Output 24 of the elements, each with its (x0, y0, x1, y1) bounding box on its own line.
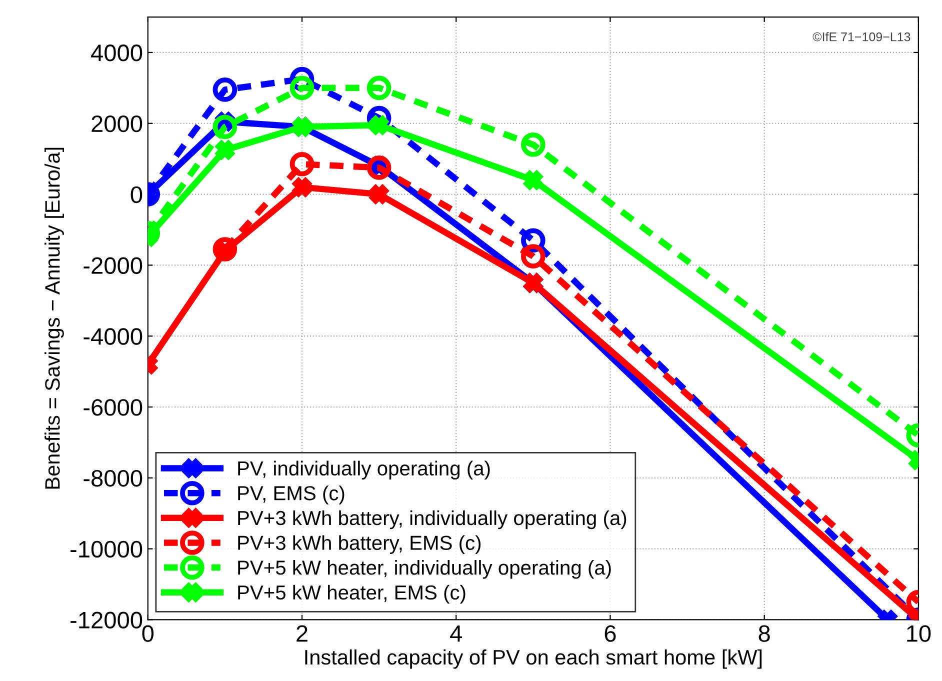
legend-label: PV+5 kW heater, individually operating (a) (238, 560, 611, 579)
y-tick-label: -8000 (84, 470, 142, 487)
y-tick-label: 2000 (92, 115, 142, 132)
legend-label: PV+5 kW heater, EMS (c) (238, 584, 466, 604)
legend-label: PV+3 kWh battery, individually operating (a) (238, 510, 626, 530)
x-axis-title: Installed capacity of PV on each smart home [kW] (305, 649, 762, 669)
x-tick-label: 8 (758, 625, 770, 642)
y-tick-label: -10000 (70, 540, 142, 558)
x-tick-label: 2 (296, 625, 308, 642)
y-axis-title: Benefits = Savings − Annuity [Euro/a] (44, 148, 64, 489)
y-tick-label: -2000 (84, 257, 142, 274)
annotation: ©IfE 71−109−L13 (812, 32, 910, 42)
legend-label: PV, EMS (c) (238, 486, 344, 504)
y-tick-label: -4000 (84, 328, 142, 345)
x-tick-label: 4 (450, 625, 462, 642)
x-tick-label: 0 (142, 625, 154, 642)
legend-label: PV+3 kWh battery, EMS (c) (238, 535, 481, 554)
y-tick-label: -6000 (84, 399, 142, 416)
legend-label: PV, individually operating (a) (238, 460, 490, 480)
x-tick-label: 10 (907, 625, 931, 642)
y-tick-label: 4000 (91, 44, 142, 62)
x-tick-label: 6 (604, 625, 616, 642)
y-tick-label: 0 (130, 186, 142, 204)
y-tick-label: -12000 (70, 612, 142, 628)
